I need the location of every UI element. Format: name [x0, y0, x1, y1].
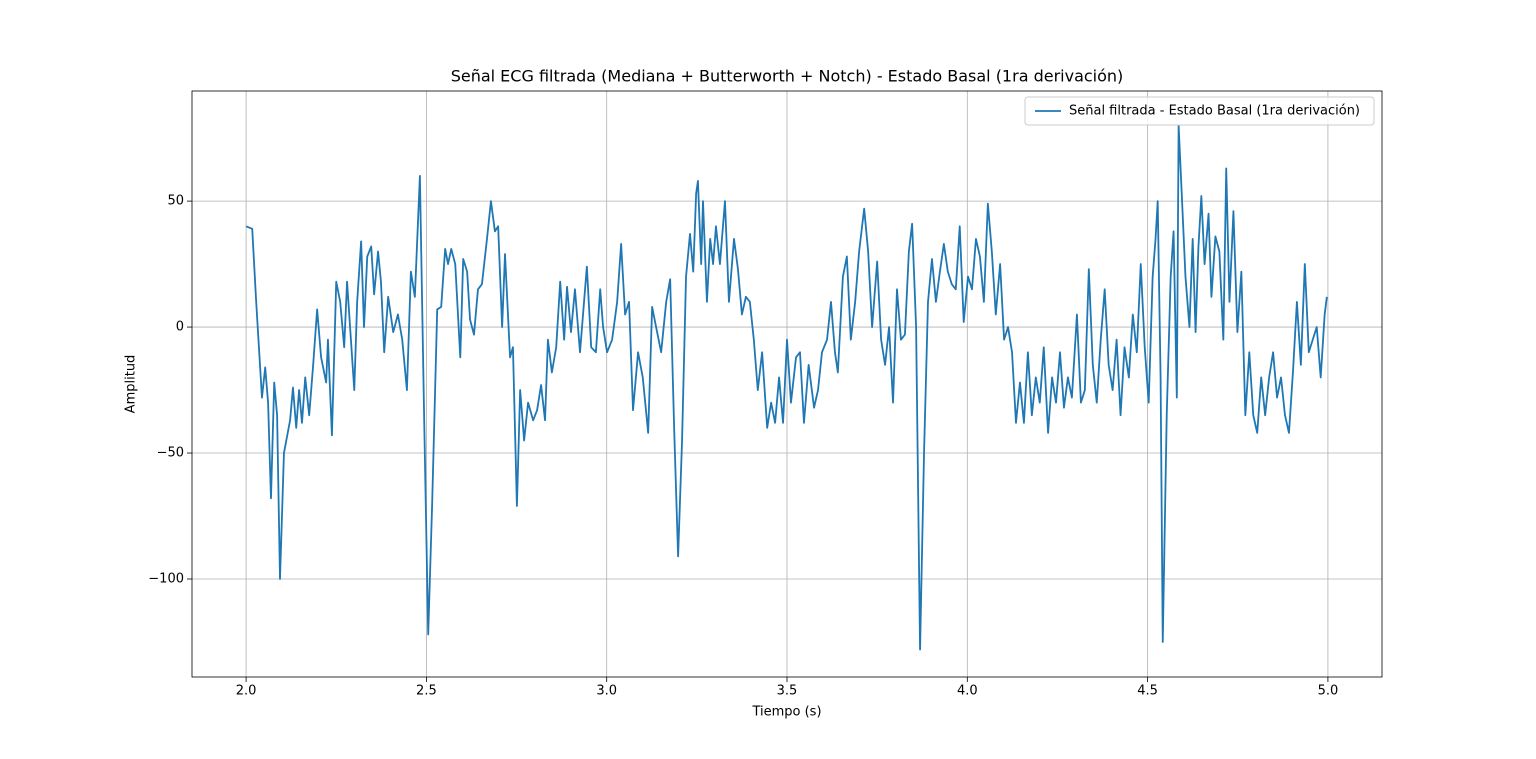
x-tick-label: 3.5 — [777, 684, 798, 699]
chart-title: Señal ECG filtrada (Mediana + Butterwort… — [451, 67, 1124, 86]
y-axis-label: Amplitud — [124, 355, 139, 414]
x-tick-label: 5.0 — [1318, 684, 1339, 699]
y-tick-label: −50 — [157, 446, 184, 461]
x-tick-label: 2.0 — [236, 684, 257, 699]
x-tick-label: 3.0 — [596, 684, 617, 699]
y-tick-label: 50 — [167, 194, 184, 209]
data-line — [245, 124, 1328, 651]
y-tick-label: −100 — [148, 571, 184, 586]
plot-frame — [191, 90, 1383, 678]
x-tick-label: 2.5 — [416, 684, 437, 699]
legend: Señal filtrada - Estado Basal (1ra deriv… — [1024, 96, 1375, 126]
legend-box — [1024, 96, 1375, 126]
y-tick-label: 0 — [176, 320, 184, 335]
x-tick-label: 4.5 — [1137, 684, 1158, 699]
legend-label: Señal filtrada - Estado Basal (1ra deriv… — [1069, 104, 1360, 119]
x-tick-label: 4.0 — [957, 684, 978, 699]
x-axis-label: Tiempo (s) — [751, 705, 821, 720]
